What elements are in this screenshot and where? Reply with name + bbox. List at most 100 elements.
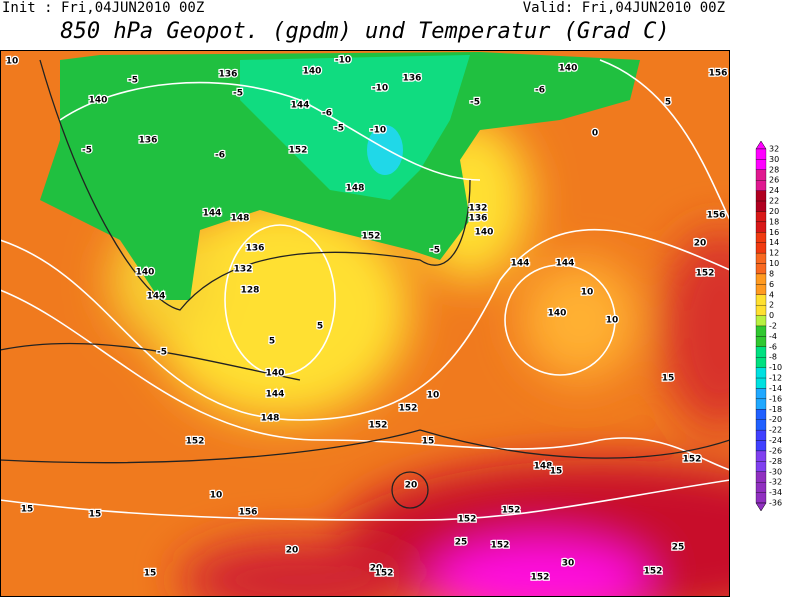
- contour-label: 136: [139, 136, 158, 146]
- contour-label: 5: [317, 322, 323, 332]
- color-bar-segment: [755, 471, 767, 483]
- contour-label: 148: [231, 214, 250, 224]
- color-bar-segment: [755, 482, 767, 493]
- color-bar-segment: [755, 148, 767, 160]
- color-bar-segment: [755, 294, 767, 306]
- contour-label: 128: [241, 286, 260, 296]
- color-bar-segment: [755, 325, 767, 337]
- color-bar-segment: [755, 388, 767, 400]
- contour-label: 15: [89, 510, 102, 520]
- color-bar-label: -6: [769, 342, 777, 351]
- color-bar-label: -10: [769, 363, 782, 372]
- contour-label: 148: [534, 462, 553, 472]
- color-bar-segment: [755, 398, 767, 410]
- color-bar-label: 10: [769, 259, 779, 268]
- height-contours: [0, 59, 730, 521]
- contour-label: 152: [186, 437, 205, 447]
- contour-label: 144: [556, 259, 575, 269]
- color-bar-segment: [755, 367, 767, 379]
- contour-label: 5: [665, 98, 671, 108]
- contour-label: 140: [136, 268, 155, 278]
- color-bar-segment: [755, 232, 767, 243]
- contour-label: 144: [511, 259, 530, 269]
- color-bar-segment: [755, 284, 767, 295]
- contour-label: 136: [403, 74, 422, 84]
- contour-label: -10: [335, 56, 351, 66]
- color-bar-segment: [755, 419, 767, 431]
- colder-region: [240, 55, 470, 200]
- color-bar-label: -34: [769, 488, 782, 497]
- color-bar-segment: [755, 305, 767, 316]
- color-bar-segment: [755, 429, 767, 441]
- color-bar-segment: [755, 377, 767, 389]
- color-bar-segment: [755, 180, 767, 191]
- contour-label: 136: [246, 244, 265, 254]
- contour-label: 20: [370, 564, 383, 574]
- color-bar-segment: [755, 159, 767, 170]
- contour-label: 152: [531, 573, 550, 583]
- color-bar-segment: [755, 346, 767, 358]
- color-bar: 32302826242220181614121086420-2-4-6-8-10…: [755, 140, 782, 512]
- contour-label: 136: [469, 214, 488, 224]
- contour-label: 25: [455, 538, 468, 548]
- color-bar-label: 18: [769, 217, 779, 226]
- contour-label: 152: [369, 421, 388, 431]
- color-bar-segment: [755, 336, 767, 347]
- contour-label: 152: [458, 515, 477, 525]
- color-bar-segment: [755, 440, 767, 452]
- contour-label: 10: [427, 391, 440, 401]
- color-bar-label: -32: [769, 478, 782, 487]
- contour-label: -5: [157, 348, 167, 358]
- contour-label: 152: [399, 404, 418, 414]
- color-bar-segment: [755, 315, 767, 327]
- contour-label: 148: [261, 414, 280, 424]
- contour-label: 152: [491, 541, 510, 551]
- contour-label: -10: [370, 126, 386, 136]
- color-bar-label: 28: [769, 165, 779, 174]
- color-bar-segment: [755, 200, 767, 212]
- color-bar-segment: [755, 190, 767, 202]
- contour-label: -6: [322, 109, 332, 119]
- color-bar-label: 2: [769, 301, 774, 310]
- contour-label: 140: [475, 228, 494, 238]
- contour-label: 5: [269, 337, 275, 347]
- contour-label: 152: [375, 569, 394, 579]
- color-bar-label: -30: [769, 467, 782, 476]
- map-title: 850 hPa Geopot. (gpdm) und Temperatur (G…: [60, 19, 669, 44]
- contour-label: 132: [234, 265, 253, 275]
- color-bar-label: -2: [769, 322, 777, 331]
- contour-label: -10: [372, 84, 388, 94]
- color-bar-segment: [755, 263, 767, 275]
- color-bar-label: -24: [769, 436, 782, 445]
- color-bar-label: 12: [769, 249, 779, 258]
- color-bar-label: 8: [769, 269, 774, 278]
- contour-label: 10: [606, 316, 619, 326]
- contour-label: 30: [562, 559, 575, 569]
- color-bar-segment: [755, 492, 767, 504]
- contour-label: 144: [147, 292, 166, 302]
- contour-label: 15: [144, 569, 157, 579]
- color-bar-label: -20: [769, 415, 782, 424]
- init-time: Init : Fri,04JUN2010 00Z: [2, 0, 204, 16]
- color-bar-label: 14: [769, 238, 779, 247]
- color-bar-top-arrow: [755, 140, 767, 150]
- contour-label: 152: [683, 455, 702, 465]
- contour-label: 132: [469, 204, 488, 214]
- color-bar-label: -18: [769, 405, 782, 414]
- contour-label: -5: [430, 246, 440, 256]
- color-bar-segment: [755, 461, 767, 472]
- contour-label: 144: [266, 390, 285, 400]
- contour-label: 140: [89, 96, 108, 106]
- contour-label: 148: [346, 184, 365, 194]
- contour-label: 156: [239, 508, 258, 518]
- color-bar-label: -22: [769, 426, 782, 435]
- contour-label: -6: [535, 86, 545, 96]
- contour-label: -5: [233, 89, 243, 99]
- contour-label: 152: [362, 232, 381, 242]
- map-area: [0, 50, 730, 597]
- color-bar-label: -8: [769, 353, 777, 362]
- contour-label: 15: [550, 467, 563, 477]
- contour-label: 10: [210, 491, 223, 501]
- contour-label: 25: [672, 543, 685, 553]
- contour-label: 152: [644, 567, 663, 577]
